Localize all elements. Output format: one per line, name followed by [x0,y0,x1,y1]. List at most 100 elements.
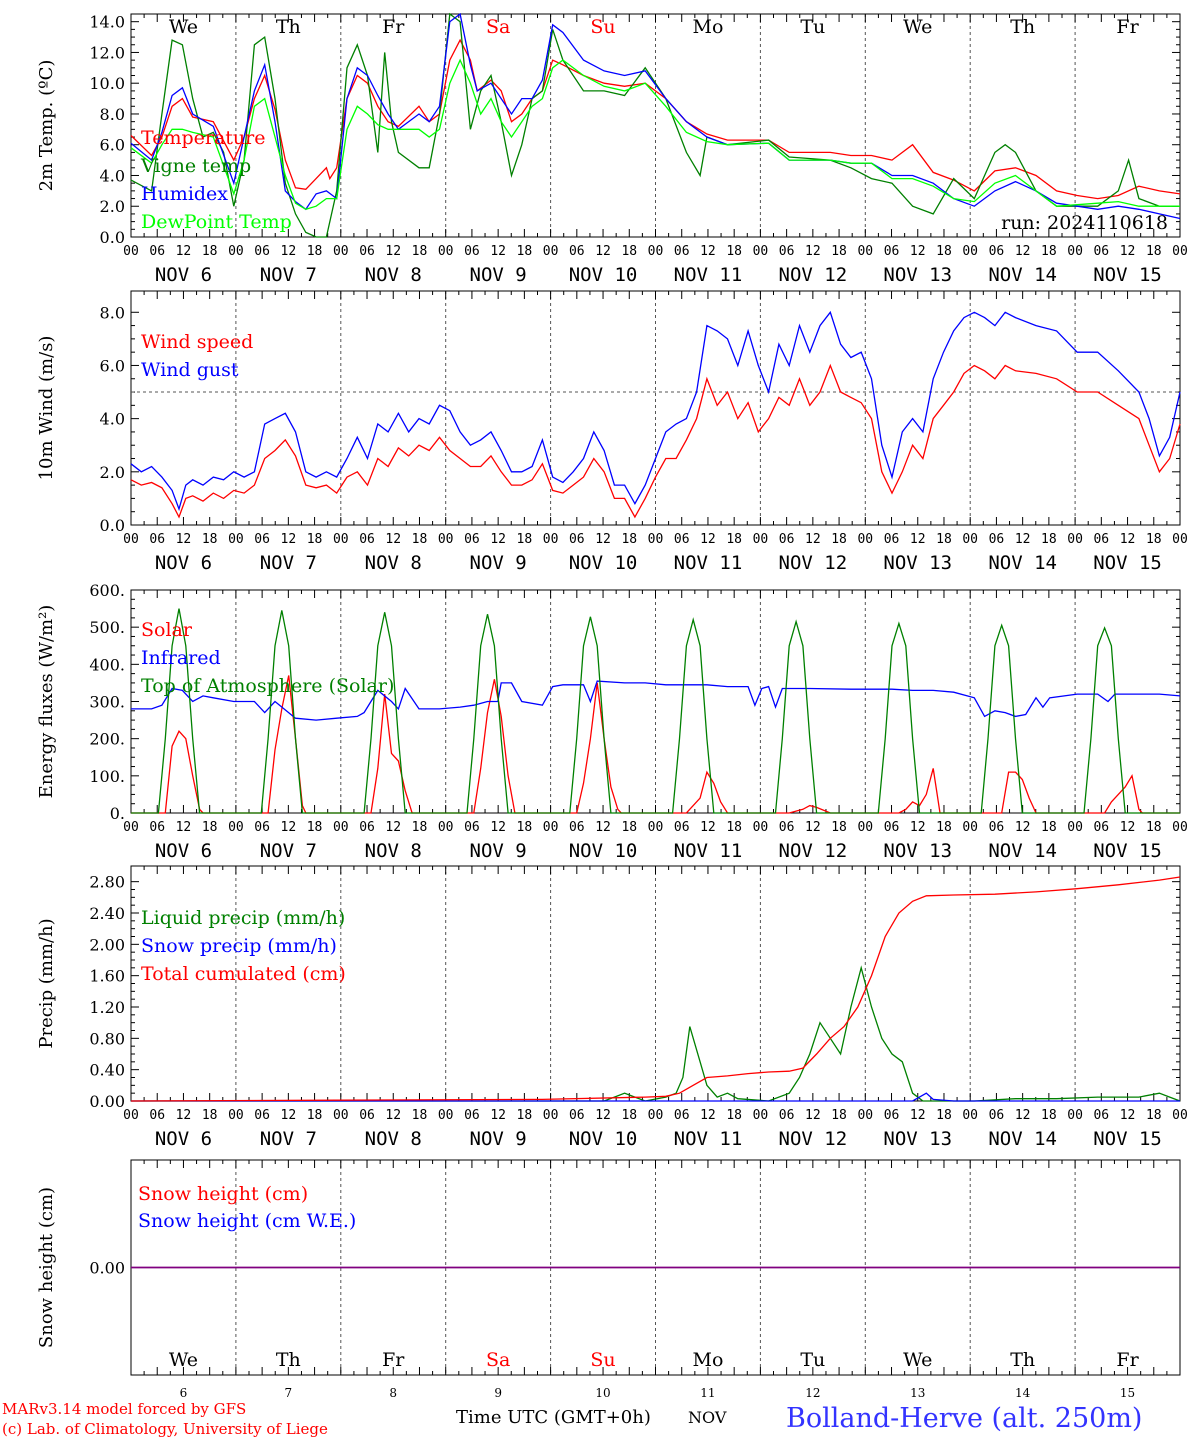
hour-label: 12 [700,244,716,259]
hour-label: 12 [1015,532,1031,547]
hour-label: 18 [621,820,637,835]
hour-label: 00 [438,244,454,259]
date-label: NOV 9 [470,264,527,286]
hour-label: 18 [1041,532,1057,547]
legend-entry: Snow precip (mm/h) [141,935,337,957]
hour-label: 06 [674,1108,690,1123]
hour-label: 00 [333,244,349,259]
date-label: NOV 12 [779,264,848,286]
hour-label: 06 [149,532,165,547]
hour-label: 00 [962,244,978,259]
hour-label: 18 [831,820,847,835]
hour-label: 00 [228,244,244,259]
hour-label: 06 [674,244,690,259]
hour-label: 00 [333,1108,349,1123]
hour-label: 12 [490,532,506,547]
legend-entry: Infrared [141,647,221,669]
weekday-label: Th [1010,1349,1035,1371]
x-axis-title: Time UTC (GMT+0h) [456,1407,651,1428]
hour-label: 18 [412,532,428,547]
hour-label: 06 [569,1108,585,1123]
hour-label: 18 [517,1108,533,1123]
hour-label: 18 [202,532,218,547]
date-label: NOV 13 [883,552,952,574]
hour-label: 00 [123,820,139,835]
hour-label: 00 [648,532,664,547]
hour-label: 18 [307,532,323,547]
plot-frame [130,13,1181,238]
hour-label: 06 [989,532,1005,547]
hour-label: 00 [333,820,349,835]
y-axis-label: 2m Temp. (ºC) [36,60,57,192]
hour-label: 06 [254,1108,270,1123]
y-tick-label: 2.40 [89,904,125,923]
legend-entry: Wind speed [141,331,253,353]
hour-label: 12 [805,820,821,835]
date-label: NOV 7 [260,552,317,574]
y-tick-label: 1.20 [89,998,125,1017]
hour-label: 06 [779,1108,795,1123]
hour-label: 00 [123,1108,139,1123]
hour-label: 18 [307,820,323,835]
hour-label: 00 [1172,532,1188,547]
hour-label: 00 [543,532,559,547]
weekday-label: Sa [486,16,510,38]
y-tick-label: 12.0 [89,43,125,62]
hour-label: 00 [228,1108,244,1123]
date-label: NOV 15 [1093,840,1162,862]
y-tick-label: 0.40 [89,1061,125,1080]
hour-label: 12 [176,1108,192,1123]
hour-label: 18 [202,244,218,259]
y-tick-label: 2.80 [89,873,125,892]
series-line-wind-speed [130,363,1181,519]
hour-label: 18 [936,1108,952,1123]
date-label: NOV 13 [883,1128,952,1150]
hour-label: 06 [989,244,1005,259]
hour-label: 18 [1146,1108,1162,1123]
panel-5: 0.00 Snow height (cm) Snow height (cm) Snow… [36,1159,1181,1400]
hour-label: 06 [884,820,900,835]
hour-label: 12 [281,820,297,835]
legend-entry: DewPoint Temp [141,211,292,233]
date-label: NOV 6 [155,264,212,286]
y-tick-label: 8.0 [100,303,125,322]
date-label: NOV 8 [365,1128,422,1150]
panel-1: 0.0 2.0 4.0 6.0 8.0 10.0 12.0 14.0 2m Temp. (ºC)… [36,13,1188,286]
date-label: NOV 12 [779,1128,848,1150]
hour-label: 18 [726,1108,742,1123]
hour-label: 12 [490,244,506,259]
day-number: 14 [1015,1386,1031,1400]
date-label: NOV 10 [569,264,638,286]
hour-label: 06 [674,820,690,835]
hour-label: 06 [1093,820,1109,835]
date-label: NOV 15 [1093,1128,1162,1150]
date-label: NOV 11 [674,1128,743,1150]
series-line-solar [131,675,1180,814]
hour-label: 12 [595,1108,611,1123]
hour-label: 00 [438,532,454,547]
hour-label: 12 [1120,532,1136,547]
date-label: NOV 7 [260,1128,317,1150]
hour-label: 18 [517,244,533,259]
date-label: NOV 6 [155,552,212,574]
date-label: NOV 11 [674,552,743,574]
hour-label: 06 [884,1108,900,1123]
hour-label: 18 [621,532,637,547]
weekday-label: We [903,1349,932,1371]
date-label: NOV 9 [470,1128,527,1150]
hour-label: 12 [1015,244,1031,259]
panel-3: 0. 100. 200. 300. 400. 500. 600. Energy fluxes … [36,581,1188,862]
y-tick-label: 2.00 [89,935,125,954]
hour-label: 00 [123,532,139,547]
date-label: NOV 12 [779,840,848,862]
hour-label: 00 [648,1108,664,1123]
date-label: NOV 10 [569,840,638,862]
date-label: NOV 7 [260,840,317,862]
hour-label: 12 [1015,820,1031,835]
hour-label: 12 [385,1108,401,1123]
hour-label: 06 [1093,532,1109,547]
legend-entry: Humidex [141,183,228,205]
hour-label: 06 [884,244,900,259]
day-number: 15 [1120,1386,1135,1400]
hour-label: 18 [726,532,742,547]
